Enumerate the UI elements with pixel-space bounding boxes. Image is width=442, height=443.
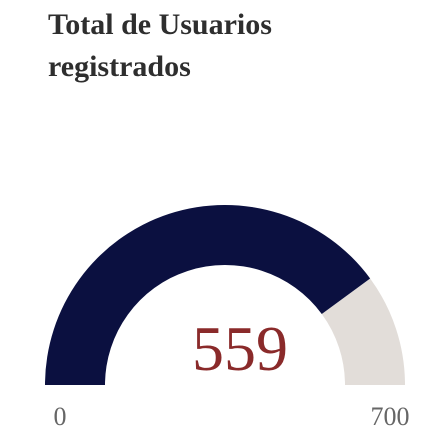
- chart-title: Total de Usuarios registrados: [48, 8, 272, 83]
- gauge-max-label: 700: [371, 402, 410, 431]
- gauge-value-label: 559: [192, 313, 288, 384]
- gauge-min-label: 0: [54, 402, 67, 431]
- gauge-value: [45, 204, 371, 385]
- gauge-track: [321, 278, 405, 385]
